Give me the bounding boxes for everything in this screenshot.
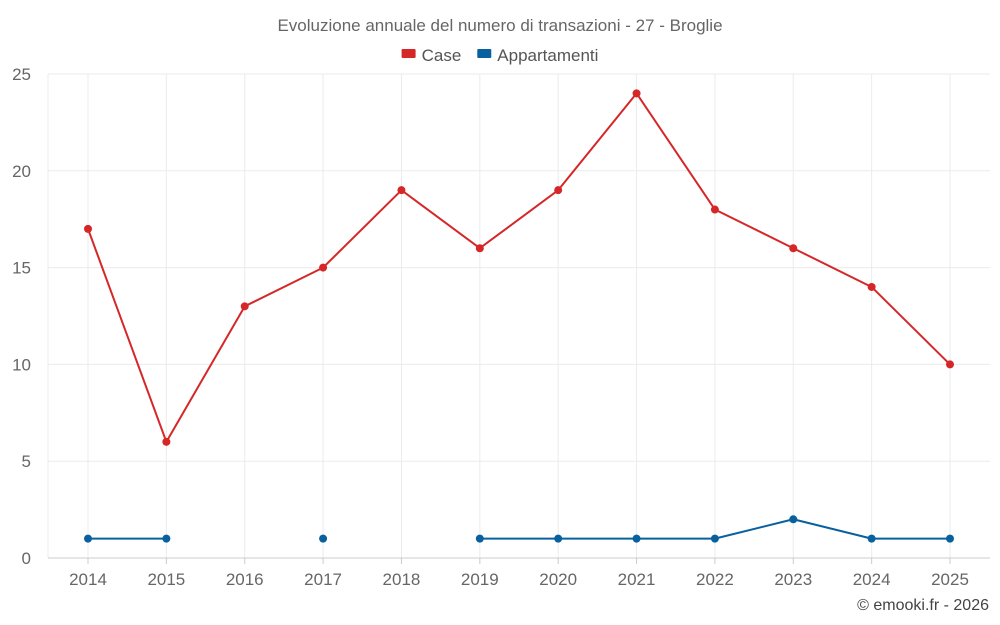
data-point	[710, 534, 719, 543]
x-axis: 2014 2015 2016 2017 2018 2019 2020 2021 2022 2023…	[48, 557, 990, 589]
data-point	[632, 89, 641, 98]
data-point	[710, 205, 719, 214]
data-point	[867, 282, 876, 291]
data-point	[319, 263, 328, 272]
data-point	[632, 534, 641, 543]
legend-item-case: Case	[401, 46, 462, 65]
data-point	[162, 437, 171, 446]
series-appartamenti	[84, 515, 954, 543]
x-tick-label: 2024	[853, 570, 891, 589]
data-point	[946, 534, 954, 543]
credit-text: © emooki.fr - 2026	[857, 597, 989, 614]
data-point	[554, 534, 563, 543]
data-point	[475, 244, 484, 253]
x-tick-label: 2014	[69, 570, 107, 589]
data-point	[84, 534, 92, 543]
y-tick-label: 10	[12, 355, 31, 374]
x-tick-label: 2017	[304, 570, 342, 589]
legend-swatch	[477, 49, 492, 58]
y-tick-label: 20	[12, 162, 31, 181]
data-point	[240, 302, 249, 311]
series-line	[87, 92, 951, 443]
data-point	[319, 534, 328, 543]
x-tick-label: 2018	[383, 570, 421, 589]
data-point	[84, 224, 92, 233]
data-point	[475, 534, 484, 543]
series-group	[84, 89, 954, 543]
x-tick-label: 2020	[539, 570, 577, 589]
legend-label: Appartamenti	[497, 46, 598, 65]
y-tick-label: 15	[12, 259, 31, 278]
x-tick-label: 2021	[618, 570, 656, 589]
y-tick-label: 0	[22, 549, 31, 568]
data-point	[554, 186, 563, 195]
x-tick-label: 2022	[696, 570, 734, 589]
x-tick-label: 2019	[461, 570, 499, 589]
data-point	[867, 534, 876, 543]
data-point	[162, 534, 171, 543]
y-axis: 0 5 10 15 20 25	[12, 65, 31, 568]
legend: Case Appartamenti	[401, 46, 598, 65]
x-tick-label: 2023	[774, 570, 812, 589]
legend-swatch	[401, 49, 416, 58]
x-tick-label: 2015	[147, 570, 185, 589]
grid-lines	[47, 73, 990, 558]
x-tick-label: 2025	[931, 570, 969, 589]
data-point	[789, 515, 798, 524]
data-point	[789, 244, 798, 253]
series-case	[84, 89, 954, 446]
y-tick-label: 25	[12, 65, 31, 84]
legend-label: Case	[422, 46, 462, 65]
legend-item-appartamenti: Appartamenti	[477, 46, 598, 65]
x-tick-label: 2016	[226, 570, 264, 589]
chart-title: Evoluzione annuale del numero di transaz…	[277, 16, 722, 35]
data-point	[397, 186, 406, 195]
data-point	[946, 360, 954, 369]
y-tick-label: 5	[22, 452, 31, 471]
